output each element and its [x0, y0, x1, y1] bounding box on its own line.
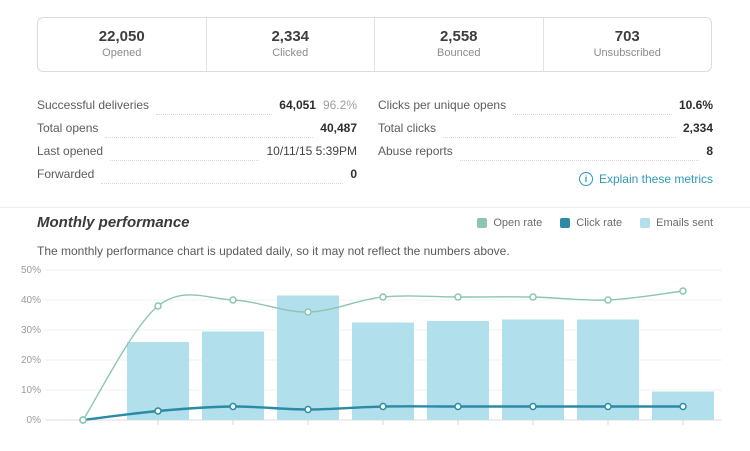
dotted-leader	[101, 183, 344, 184]
monthly-performance-title: Monthly performance	[37, 214, 190, 231]
legend-label: Emails sent	[656, 217, 713, 229]
metric-value: 10.6%	[678, 98, 713, 112]
dotted-leader	[459, 160, 700, 161]
bounced-label: Bounced	[437, 47, 481, 59]
metric-row-abuse-reports: Abuse reports 8	[378, 144, 713, 167]
metric-sub-value: 96.2%	[322, 98, 357, 112]
metric-value: 64,051 96.2%	[279, 98, 357, 112]
opened-value: 22,050	[98, 28, 145, 45]
stat-card-unsubscribed[interactable]: 703 Unsubscribed	[544, 18, 712, 71]
dotted-leader	[443, 137, 676, 138]
click-rate-swatch-icon	[560, 218, 571, 228]
svg-text:10%: 10%	[21, 385, 41, 396]
metric-value: 10/11/15 5:39PM	[266, 144, 357, 158]
dotted-leader	[105, 137, 314, 138]
metric-row-total-opens: Total opens 40,487	[37, 121, 357, 144]
metric-row-total-clicks: Total clicks 2,334	[378, 121, 713, 144]
metric-value: 8	[706, 144, 713, 158]
svg-text:0%: 0%	[27, 415, 42, 426]
metrics-right-column: Clicks per unique opens 10.6% Total clic…	[378, 98, 713, 190]
metric-label: Successful deliveries	[37, 98, 150, 112]
emails-sent-swatch-icon	[640, 218, 651, 228]
explain-metrics-link[interactable]: i Explain these metrics	[578, 171, 713, 186]
opened-label: Opened	[102, 47, 142, 59]
clicked-value: 2,334	[271, 28, 310, 45]
bounced-value: 2,558	[439, 28, 478, 45]
monthly-performance-chart: 0% 10% 20% 30% 40% 50%	[21, 265, 722, 426]
metric-label: Forwarded	[37, 167, 95, 181]
chart-legend: Open rate Click rate Emails sent	[459, 217, 713, 229]
metric-row-last-opened: Last opened 10/11/15 5:39PM	[37, 144, 357, 167]
legend-item-click-rate: Click rate	[560, 217, 622, 229]
section-divider	[0, 207, 750, 208]
metric-row-successful-deliveries: Successful deliveries 64,051 96.2%	[37, 98, 357, 121]
explain-metrics-label: Explain these metrics	[598, 171, 713, 186]
dotted-leader	[513, 114, 672, 115]
svg-text:30%: 30%	[21, 325, 41, 336]
info-icon: i	[578, 171, 593, 186]
metric-label: Last opened	[37, 144, 104, 158]
clicked-label: Clicked	[272, 47, 309, 59]
legend-item-emails-sent: Emails sent	[640, 217, 713, 229]
summary-cards: 22,050 Opened 2,334 Clicked 2,558 Bounce…	[37, 17, 712, 72]
open-rate-swatch-icon	[477, 218, 488, 228]
metrics-section: Successful deliveries 64,051 96.2% Total …	[37, 98, 713, 190]
dotted-leader	[156, 114, 273, 115]
legend-label: Open rate	[493, 217, 543, 229]
metric-value: 40,487	[320, 121, 357, 135]
metric-label: Total clicks	[378, 121, 437, 135]
metric-value: 0	[350, 167, 357, 181]
metric-label: Total opens	[37, 121, 99, 135]
explain-metrics-row: i Explain these metrics	[378, 167, 713, 190]
svg-text:20%: 20%	[21, 355, 41, 366]
svg-text:40%: 40%	[21, 295, 41, 306]
stat-card-clicked[interactable]: 2,334 Clicked	[207, 18, 375, 71]
monthly-performance-subtitle: The monthly performance chart is updated…	[37, 244, 510, 258]
stat-card-opened[interactable]: 22,050 Opened	[38, 18, 207, 71]
svg-text:50%: 50%	[21, 265, 41, 276]
dotted-leader	[110, 160, 260, 161]
metric-row-forwarded: Forwarded 0	[37, 167, 357, 190]
stat-card-bounced[interactable]: 2,558 Bounced	[375, 18, 544, 71]
metric-label: Clicks per unique opens	[378, 98, 507, 112]
metric-label: Abuse reports	[378, 144, 453, 158]
legend-item-open-rate: Open rate	[477, 217, 542, 229]
unsubscribed-value: 703	[614, 28, 640, 45]
metric-value: 2,334	[682, 121, 713, 135]
metric-row-clicks-per-unique-opens: Clicks per unique opens 10.6%	[378, 98, 713, 121]
legend-label: Click rate	[576, 217, 623, 229]
metrics-left-column: Successful deliveries 64,051 96.2% Total …	[37, 98, 357, 190]
unsubscribed-label: Unsubscribed	[593, 47, 661, 59]
